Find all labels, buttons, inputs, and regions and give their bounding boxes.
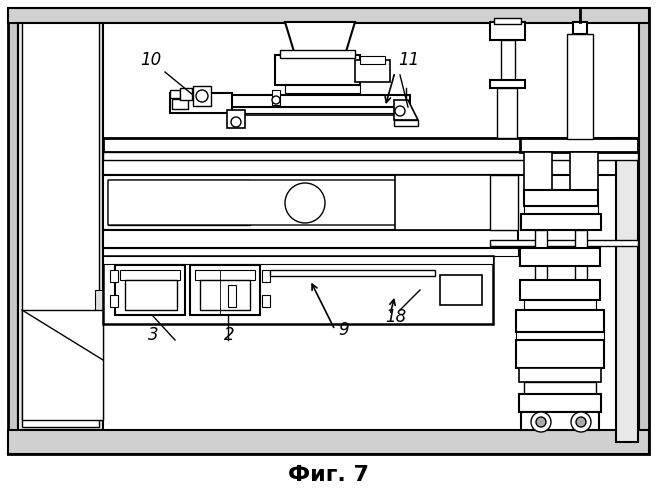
Bar [190,265,260,315]
Circle shape [231,117,241,127]
Bar [180,88,192,100]
Bar [501,40,515,80]
Bar [103,138,638,152]
Circle shape [196,90,208,102]
Bar [285,85,360,93]
Bar [497,88,517,138]
Bar [516,310,604,332]
Bar [195,270,255,280]
Bar [360,56,385,64]
Circle shape [531,412,551,432]
Bar [22,22,99,427]
Bar [524,300,596,310]
Bar [103,256,493,264]
Text: 3: 3 [148,326,158,344]
Bar [110,295,118,307]
Bar [18,18,103,430]
Circle shape [285,183,325,223]
Bar [524,382,596,394]
Polygon shape [95,290,103,420]
Bar [200,280,250,310]
Bar [103,230,518,248]
Bar [355,60,390,82]
Bar [394,120,418,126]
Bar [494,18,521,24]
Bar [524,152,552,190]
Bar [227,110,245,128]
Bar [120,270,180,280]
Bar [18,18,639,438]
Text: Фиг. 7: Фиг. 7 [288,465,369,485]
Bar [516,340,604,368]
Bar [520,138,638,152]
Circle shape [272,96,280,104]
Bar [103,175,518,230]
Bar [519,368,601,382]
Bar [575,230,587,330]
Bar [8,8,649,23]
Bar [115,265,185,315]
Bar [524,206,598,214]
Text: 10: 10 [140,51,161,69]
Bar [170,90,180,98]
Bar [524,190,598,206]
Bar [275,55,360,85]
Bar [8,430,649,454]
Circle shape [395,106,405,116]
Bar [521,214,601,230]
Bar [570,152,598,190]
Circle shape [576,417,586,427]
Bar [520,280,600,300]
Bar [490,175,518,230]
Bar [110,270,118,282]
Circle shape [536,417,546,427]
Bar [519,394,601,412]
Bar [172,99,188,109]
Bar [490,80,525,88]
Polygon shape [285,22,355,55]
Bar [490,240,638,246]
Bar [125,280,177,310]
Polygon shape [103,160,638,175]
Bar [230,95,410,107]
Bar [170,93,232,113]
Text: 18: 18 [385,308,406,326]
Bar [232,107,394,115]
Polygon shape [394,100,418,120]
Bar [103,256,493,324]
Text: 2: 2 [224,326,235,344]
Bar [535,230,547,330]
Bar [521,412,599,430]
Polygon shape [108,180,460,225]
Bar [280,50,355,58]
Bar [272,90,280,105]
Bar [8,8,649,454]
Bar [490,22,525,40]
Polygon shape [22,310,103,420]
Bar [440,275,482,305]
Bar [573,22,587,34]
Bar [103,152,638,160]
Bar [228,285,236,307]
Circle shape [571,412,591,432]
Bar [230,107,410,113]
Bar [270,270,435,276]
Text: 9: 9 [338,321,349,339]
Bar [103,248,518,256]
Bar [395,175,518,230]
Bar [262,270,270,282]
Text: 11: 11 [398,51,419,69]
Bar [516,332,604,340]
Bar [616,138,638,442]
Bar [193,86,211,106]
Polygon shape [108,180,250,225]
Bar [262,295,270,307]
Bar [520,248,600,266]
Bar [567,34,593,139]
